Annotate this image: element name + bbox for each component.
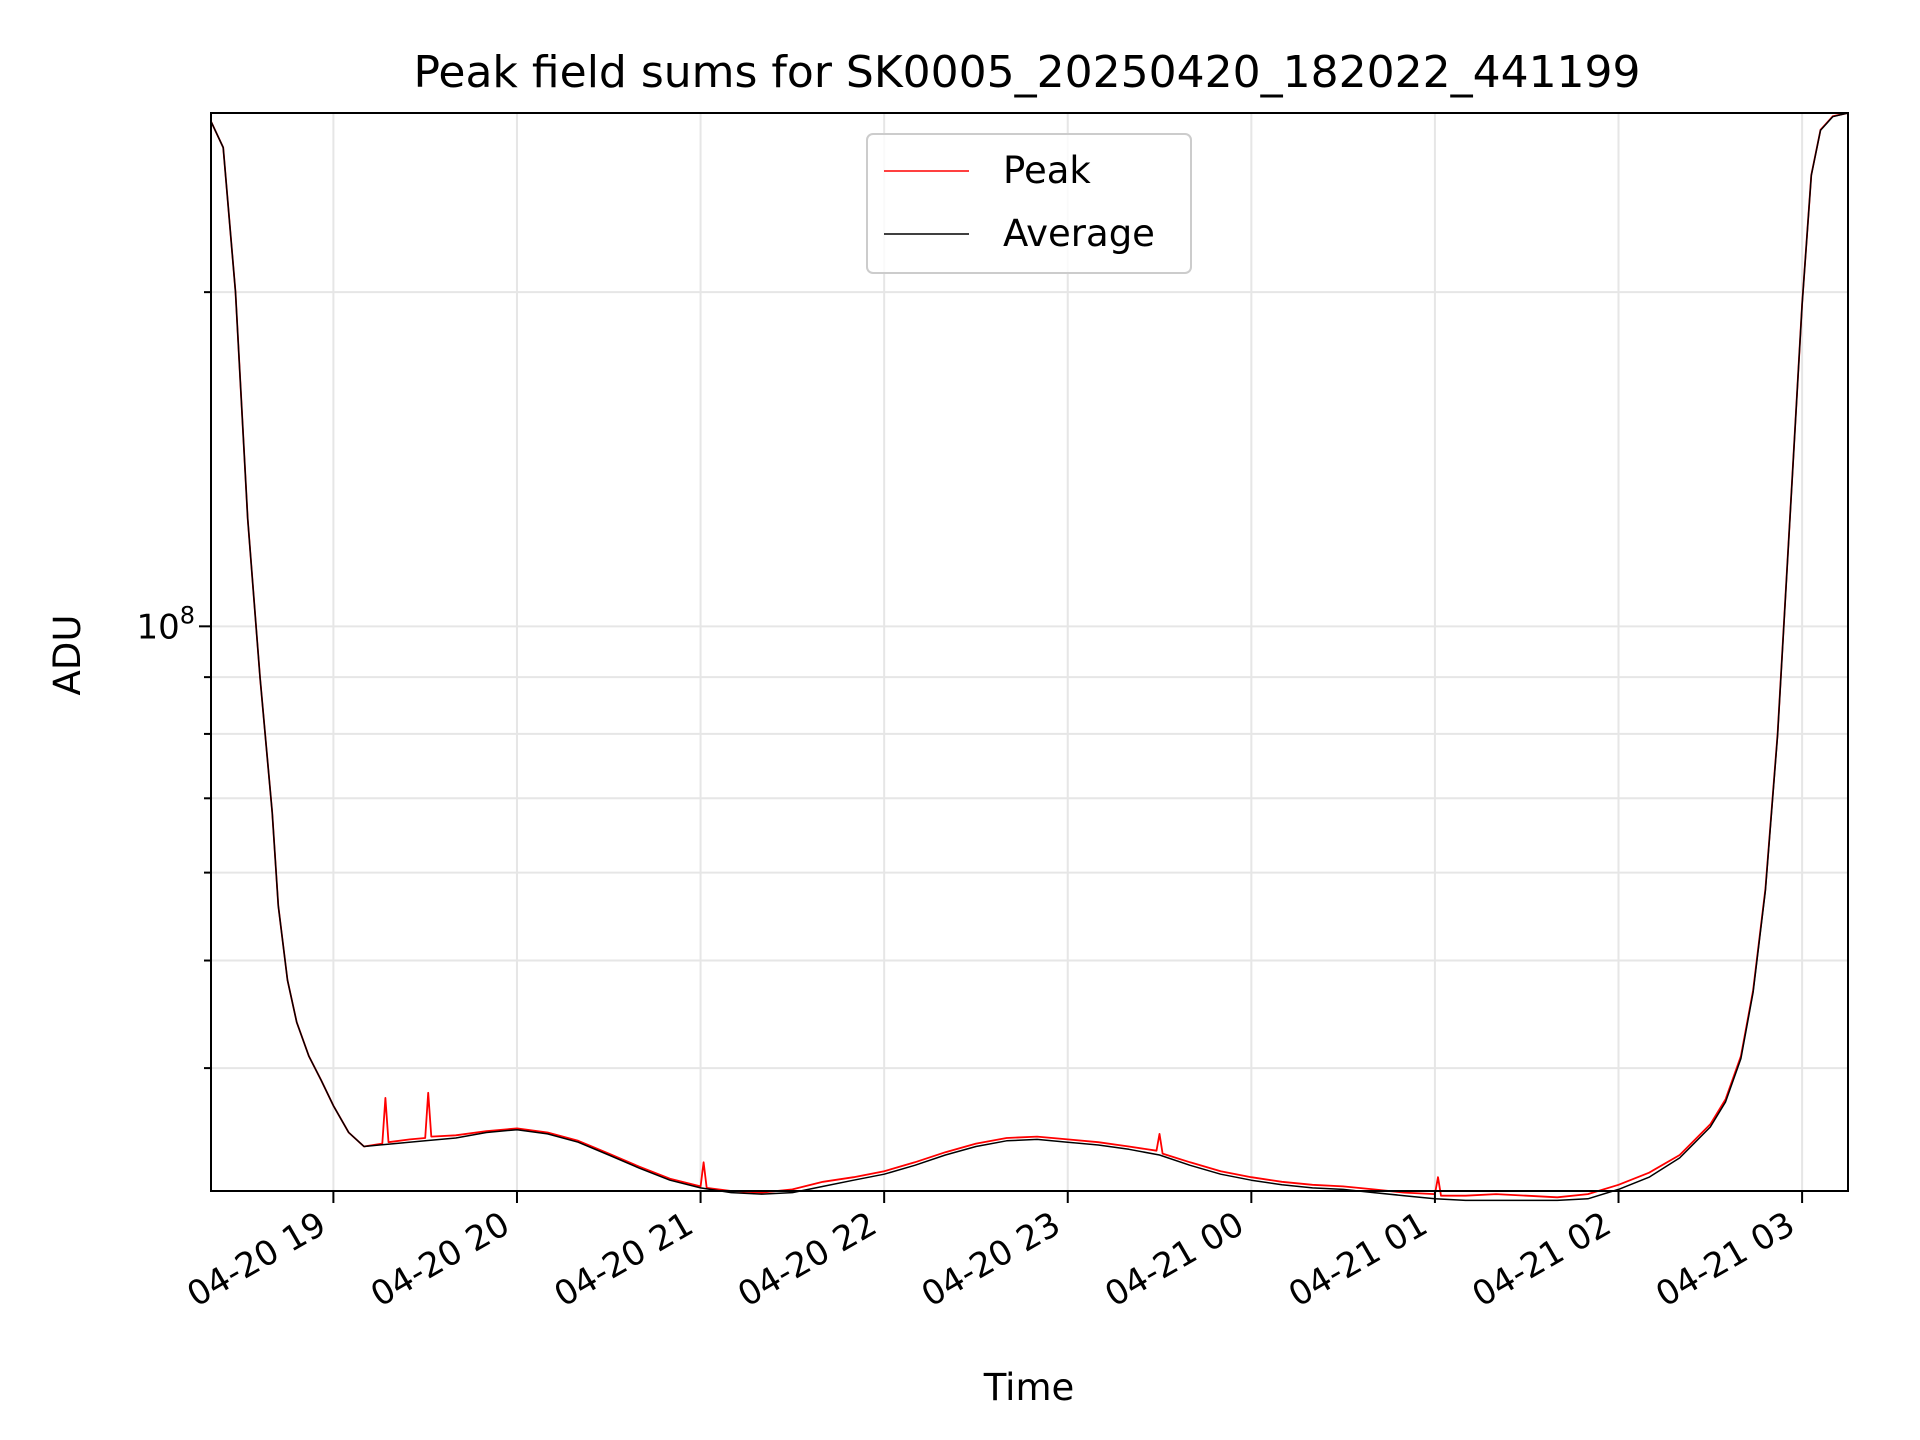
y-tick-label-base: 10 <box>136 607 179 647</box>
plot-frame <box>210 112 1849 1192</box>
y-tick-label: 108 <box>136 601 195 647</box>
chart-title: Peak field sums for SK0005_20250420_1820… <box>413 47 1640 98</box>
series-layer <box>210 112 1849 1202</box>
y-tick-label-exponent: 8 <box>180 601 195 629</box>
legend-box <box>866 133 1192 274</box>
legend-label-average: Average <box>1003 212 1155 255</box>
y-axis-label: ADU <box>46 615 89 696</box>
y-ticks: 108 <box>136 291 211 1070</box>
legend-label-peak: Peak <box>1003 149 1091 192</box>
series-line-average <box>210 112 1849 1202</box>
legend: Peak Average <box>866 133 1192 274</box>
x-axis-label: Time <box>983 1366 1075 1409</box>
